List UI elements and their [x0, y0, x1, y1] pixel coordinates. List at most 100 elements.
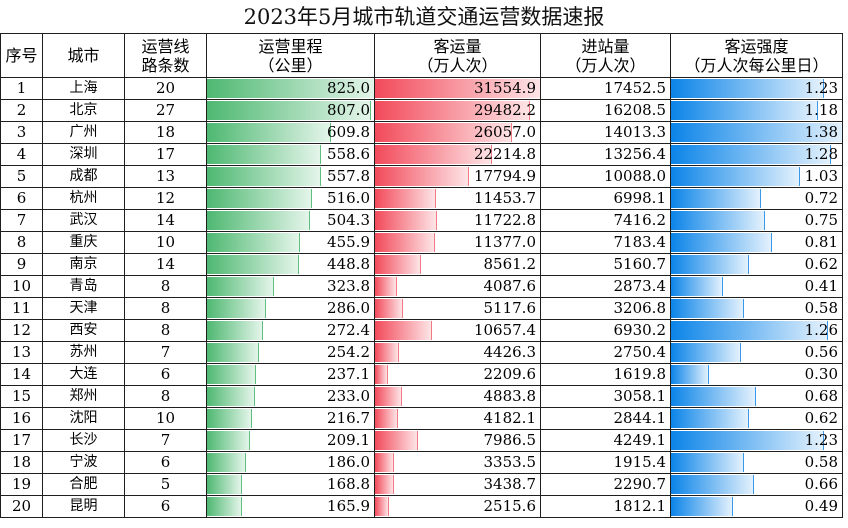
intensity-bar [671, 365, 710, 384]
mileage-value: 209.1 [327, 431, 370, 449]
intensity-cell: 1.03 [670, 165, 843, 188]
intensity-bar [671, 343, 742, 362]
line-count: 12 [124, 187, 207, 210]
city-name: 天津 [42, 297, 125, 320]
header-entries-line1: 进站量 [581, 36, 630, 56]
ridership-cell: 22214.8 [374, 143, 541, 166]
mileage-bar [207, 255, 299, 274]
intensity-bar [671, 453, 744, 472]
mileage-cell: 209.1 [206, 429, 375, 452]
line-count: 10 [124, 231, 207, 254]
mileage-cell: 557.8 [206, 165, 375, 188]
entries-value: 7183.4 [540, 231, 671, 254]
mileage-bar [207, 387, 256, 406]
line-count: 10 [124, 407, 207, 430]
intensity-cell: 1.28 [670, 143, 843, 166]
intensity-cell: 1.26 [670, 319, 843, 342]
ridership-bar [375, 453, 394, 472]
header-intensity: 客运强度 （万人次每公里日） [670, 33, 843, 78]
ridership-cell: 11377.0 [374, 231, 541, 254]
header-ridership-line1: 客运量 [433, 36, 482, 56]
ridership-bar [375, 387, 402, 406]
row-index: 5 [0, 165, 43, 188]
line-count: 7 [124, 429, 207, 452]
line-count: 27 [124, 99, 207, 122]
ridership-cell: 31554.9 [374, 77, 541, 100]
ridership-value: 10657.4 [473, 321, 536, 339]
entries-value: 1812.1 [540, 495, 671, 518]
ridership-value: 5117.6 [483, 299, 537, 317]
ridership-cell: 5117.6 [374, 297, 541, 320]
city-name: 宁波 [42, 451, 125, 474]
intensity-value: 0.58 [804, 453, 838, 471]
entries-value: 4249.1 [540, 429, 671, 452]
entries-value: 2844.1 [540, 407, 671, 430]
ridership-bar [375, 211, 438, 230]
intensity-value: 0.72 [804, 189, 838, 207]
mileage-cell: 186.0 [206, 451, 375, 474]
ridership-bar [375, 189, 436, 208]
line-count: 8 [124, 319, 207, 342]
mileage-cell: 165.9 [206, 495, 375, 518]
mileage-bar [207, 167, 321, 186]
intensity-bar [671, 387, 757, 406]
intensity-cell: 0.30 [670, 363, 843, 386]
mileage-bar [207, 299, 266, 318]
ridership-value: 22214.8 [473, 145, 536, 163]
entries-value: 6998.1 [540, 187, 671, 210]
intensity-cell: 1.38 [670, 121, 843, 144]
header-row: 序号 城市 运营线 路条数 运营里程 （公里） 客运量 （万人次） 进站量 （万人次） … [0, 33, 843, 78]
header-mileage-line1: 运营里程 [258, 36, 323, 56]
entries-value: 2873.4 [540, 275, 671, 298]
intensity-cell: 0.58 [670, 451, 843, 474]
header-index: 序号 [0, 33, 43, 78]
entries-value: 2290.7 [540, 473, 671, 496]
ridership-cell: 4182.1 [374, 407, 541, 430]
mileage-value: 216.7 [327, 409, 370, 427]
header-lines: 运营线 路条数 [124, 33, 207, 78]
city-name: 重庆 [42, 231, 125, 254]
city-name: 郑州 [42, 385, 125, 408]
table-row: 2 北京 27 807.0 29482.2 16208.5 1.18 [0, 99, 843, 122]
table-row: 5 成都 13 557.8 17794.9 10088.0 1.03 [0, 165, 843, 188]
city-name: 北京 [42, 99, 125, 122]
report-title: 2023年5月城市轨道交通运营数据速报 [243, 5, 605, 29]
ridership-value: 11377.0 [473, 233, 536, 251]
mileage-value: 323.8 [327, 277, 370, 295]
line-count: 6 [124, 495, 207, 518]
line-count: 7 [124, 341, 207, 364]
intensity-cell: 0.41 [670, 275, 843, 298]
intensity-value: 0.56 [804, 343, 838, 361]
ridership-cell: 8561.2 [374, 253, 541, 276]
intensity-cell: 1.23 [670, 429, 843, 452]
table-row: 6 杭州 12 516.0 11453.7 6998.1 0.72 [0, 187, 843, 210]
intensity-bar [671, 233, 773, 252]
header-entries-line2: （万人次） [565, 55, 646, 75]
intensity-value: 1.26 [804, 321, 838, 339]
mileage-bar [207, 189, 313, 208]
ridership-bar [375, 299, 403, 318]
line-count: 8 [124, 385, 207, 408]
line-count: 14 [124, 253, 207, 276]
intensity-cell: 1.18 [670, 99, 843, 122]
mileage-value: 168.8 [327, 475, 370, 493]
ridership-bar [375, 79, 540, 98]
ridership-bar [375, 101, 531, 120]
intensity-cell: 0.66 [670, 473, 843, 496]
ridership-cell: 11453.7 [374, 187, 541, 210]
ridership-cell: 26057.0 [374, 121, 541, 144]
mileage-value: 286.0 [327, 299, 370, 317]
mileage-cell: 168.8 [206, 473, 375, 496]
ridership-cell: 3438.7 [374, 473, 541, 496]
city-name: 沈阳 [42, 407, 125, 430]
city-name: 深圳 [42, 143, 125, 166]
ridership-cell: 17794.9 [374, 165, 541, 188]
ridership-value: 26057.0 [473, 123, 536, 141]
row-index: 13 [0, 341, 43, 364]
mileage-value: 448.8 [327, 255, 370, 273]
row-index: 6 [0, 187, 43, 210]
intensity-cell: 0.72 [670, 187, 843, 210]
entries-value: 5160.7 [540, 253, 671, 276]
mileage-value: 516.0 [327, 189, 370, 207]
